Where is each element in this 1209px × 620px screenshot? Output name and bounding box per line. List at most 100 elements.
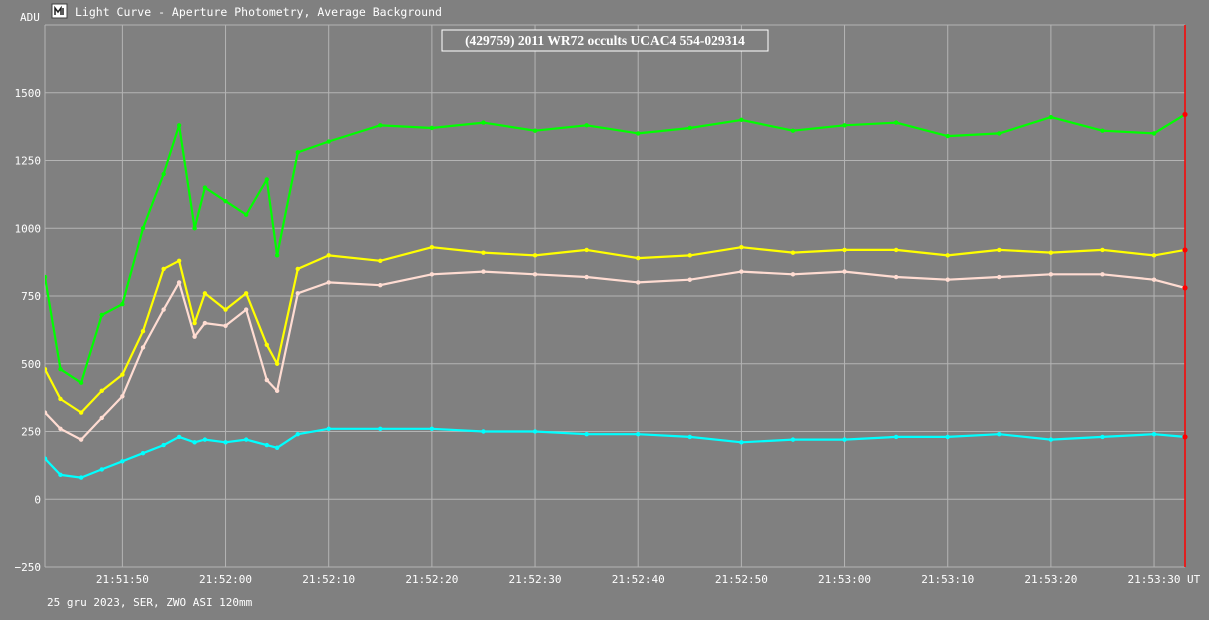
data-point <box>842 247 847 253</box>
data-point <box>243 307 249 312</box>
data-point <box>243 212 249 217</box>
data-point <box>687 277 692 282</box>
data-point <box>429 272 435 277</box>
x-tick-label: 21:52:00 <box>199 573 252 586</box>
data-point <box>58 426 63 431</box>
x-tick-label: 21:52:50 <box>715 573 768 586</box>
data-point <box>1048 250 1054 255</box>
data-point <box>1100 128 1105 133</box>
data-point <box>45 456 48 461</box>
y-tick-label: 1250 <box>15 155 42 168</box>
data-point <box>223 307 228 312</box>
data-point <box>274 445 280 450</box>
data-point <box>99 415 104 421</box>
data-point <box>326 253 331 258</box>
data-point <box>842 123 847 128</box>
data-point <box>997 432 1002 437</box>
data-point <box>945 253 950 258</box>
data-point <box>378 123 383 128</box>
data-point <box>243 437 249 442</box>
data-point <box>584 123 589 128</box>
data-point <box>532 429 538 434</box>
data-point <box>481 269 486 274</box>
data-point <box>176 280 182 285</box>
data-point <box>1048 437 1054 442</box>
data-point <box>58 396 63 402</box>
data-point <box>223 440 228 445</box>
data-point <box>78 410 84 415</box>
data-point <box>945 277 950 282</box>
data-point <box>202 437 208 442</box>
data-point <box>58 472 63 478</box>
data-point <box>997 247 1002 253</box>
data-point <box>790 128 796 133</box>
data-point <box>264 342 270 347</box>
data-point <box>1100 247 1105 253</box>
data-point <box>202 185 208 190</box>
data-point <box>45 410 48 415</box>
data-point <box>161 171 166 177</box>
data-point <box>140 450 146 456</box>
y-tick-label: 750 <box>21 290 41 303</box>
data-point <box>192 226 197 231</box>
x-axis-unit-label: UT <box>1187 573 1201 586</box>
data-point <box>1048 114 1054 120</box>
data-point <box>161 442 166 448</box>
data-point <box>202 291 208 296</box>
data-point <box>176 258 182 263</box>
x-tick-label: 21:53:20 <box>1024 573 1077 586</box>
data-point <box>1151 131 1157 136</box>
y-axis-label: ADU <box>20 11 40 24</box>
data-point <box>264 442 270 448</box>
cursor-marker <box>1182 247 1188 253</box>
data-point <box>120 301 125 307</box>
data-point <box>687 125 692 131</box>
data-point <box>326 280 331 285</box>
data-point <box>140 226 146 231</box>
data-point <box>1151 253 1157 258</box>
y-tick-label: 1500 <box>15 87 42 100</box>
cursor-marker <box>1182 111 1188 118</box>
data-point <box>429 426 435 431</box>
x-tick-label: 21:53:10 <box>921 573 974 586</box>
data-point <box>997 274 1002 280</box>
data-point <box>264 177 270 182</box>
data-point <box>790 272 796 277</box>
y-tick-label: −250 <box>15 561 42 574</box>
data-point <box>378 426 383 431</box>
y-tick-label: 500 <box>21 358 41 371</box>
data-point <box>687 253 692 258</box>
data-point <box>78 437 84 442</box>
data-point <box>584 432 589 437</box>
data-point <box>140 345 146 350</box>
data-point <box>58 366 63 372</box>
data-point <box>99 388 104 394</box>
x-tick-label: 21:53:00 <box>818 573 871 586</box>
x-tick-label: 21:52:30 <box>509 573 562 586</box>
data-point <box>176 123 182 128</box>
data-point <box>636 280 641 285</box>
window-title: Light Curve - Aperture Photometry, Avera… <box>75 5 442 19</box>
data-point <box>274 253 280 258</box>
data-point <box>429 245 435 250</box>
x-tick-label: 21:53:30 <box>1128 573 1181 586</box>
data-point <box>893 247 899 253</box>
data-point <box>945 133 950 139</box>
data-point <box>326 139 331 144</box>
data-point <box>739 269 744 274</box>
series-3 <box>45 269 1185 442</box>
data-point <box>223 198 228 204</box>
data-point <box>1100 272 1105 277</box>
data-point <box>274 361 280 366</box>
data-point <box>1048 272 1054 277</box>
data-point <box>429 125 435 131</box>
data-point <box>378 258 383 263</box>
x-tick-label: 21:51:50 <box>96 573 149 586</box>
data-point <box>687 434 692 440</box>
series-4 <box>45 426 1185 480</box>
title-box-frame <box>441 29 769 52</box>
data-point <box>893 274 899 280</box>
